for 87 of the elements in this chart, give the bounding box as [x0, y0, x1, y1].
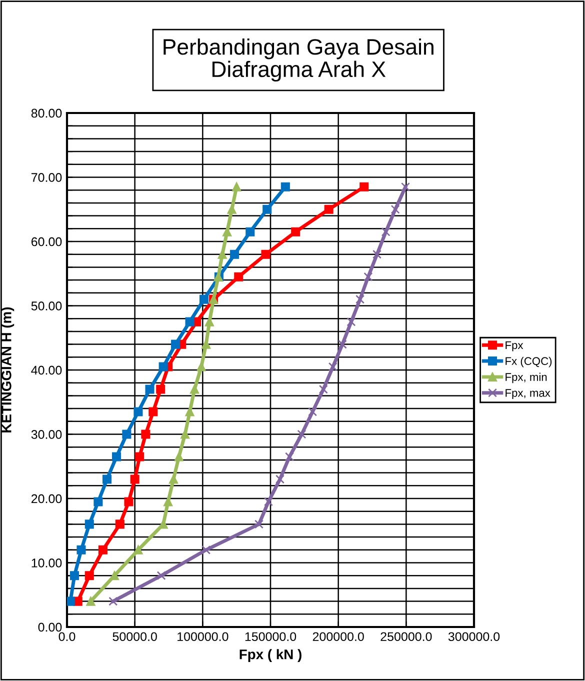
- point: [196, 362, 206, 372]
- point: [262, 204, 272, 214]
- point: [234, 272, 244, 282]
- point: [141, 430, 150, 439]
- point: [134, 545, 143, 554]
- point: [185, 407, 194, 416]
- y-tick-label: 80.00: [31, 108, 62, 118]
- point: [180, 430, 190, 439]
- point: [364, 272, 373, 282]
- point: [171, 340, 180, 349]
- point: [84, 520, 94, 529]
- point: [156, 384, 166, 394]
- point: [190, 384, 200, 394]
- y-tick-label: 0.00: [38, 622, 62, 632]
- y-tick-label: 50.00: [31, 302, 62, 310]
- point: [134, 407, 143, 416]
- point: [135, 452, 144, 462]
- legend-label: Fpx: [506, 341, 524, 352]
- point: [222, 227, 232, 236]
- point: [148, 407, 158, 416]
- point: [254, 520, 264, 529]
- y-axis-title: KETINGGIAN H (m): [1, 307, 14, 432]
- point: [102, 474, 112, 484]
- point: [200, 294, 209, 304]
- y-tick-label: 20.00: [31, 494, 62, 504]
- point: [202, 545, 211, 554]
- point: [230, 250, 240, 259]
- point: [98, 545, 108, 554]
- y-tick-label: 10.00: [32, 558, 62, 568]
- point: [124, 497, 134, 506]
- point: [261, 250, 270, 259]
- x-tick-label: 100000.0: [178, 632, 228, 642]
- point: [115, 520, 124, 529]
- point: [67, 596, 75, 606]
- point: [400, 182, 410, 192]
- point: [356, 294, 365, 304]
- y-tick-label: 30.00: [31, 430, 62, 439]
- point: [390, 204, 400, 214]
- point: [86, 596, 96, 606]
- point: [360, 182, 369, 192]
- legend-label: Fpx, min: [506, 372, 547, 384]
- point: [168, 474, 178, 484]
- point: [218, 250, 227, 259]
- point: [346, 317, 356, 326]
- point: [308, 407, 318, 416]
- point: [122, 430, 132, 439]
- point: [164, 497, 173, 506]
- point: [156, 571, 166, 580]
- point: [232, 182, 242, 192]
- point: [372, 250, 382, 259]
- point: [94, 497, 103, 506]
- point: [174, 452, 184, 462]
- point: [318, 384, 328, 394]
- point: [108, 596, 118, 606]
- point: [284, 452, 294, 462]
- x-tick-label: 0.0: [58, 632, 76, 642]
- legend-label: Fpx, max: [506, 389, 550, 400]
- y-tick-label: 40.00: [31, 366, 62, 375]
- y-tick-label: 60.00: [31, 237, 62, 246]
- point: [291, 227, 300, 236]
- x-tick-label: 250000.0: [380, 632, 432, 642]
- point: [84, 571, 94, 580]
- point: [246, 227, 255, 236]
- point: [158, 362, 168, 372]
- x-tick-label: 200000.0: [312, 632, 364, 642]
- point: [297, 430, 306, 439]
- x-axis-title: Fpx ( kN ): [240, 649, 302, 662]
- legend-label: Fx (CQC): [506, 356, 552, 368]
- x-tick-label: 50000.0: [112, 632, 157, 642]
- point: [70, 571, 79, 580]
- x-tick-label: 300000.0: [448, 632, 500, 642]
- point: [185, 317, 194, 326]
- point: [264, 497, 273, 506]
- point: [76, 545, 86, 554]
- point: [130, 474, 140, 484]
- point: [275, 474, 285, 484]
- point: [324, 204, 334, 214]
- point: [381, 227, 390, 236]
- point: [338, 340, 347, 349]
- point: [328, 362, 338, 372]
- chart-title: Perbandingan Gaya Desain Diafragma Arah X: [164, 38, 434, 82]
- point: [280, 182, 290, 192]
- point: [227, 204, 236, 214]
- point: [145, 384, 154, 394]
- y-tick-label: 70.00: [32, 173, 62, 182]
- point: [112, 452, 122, 462]
- x-tick-label: 150000.0: [245, 632, 296, 642]
